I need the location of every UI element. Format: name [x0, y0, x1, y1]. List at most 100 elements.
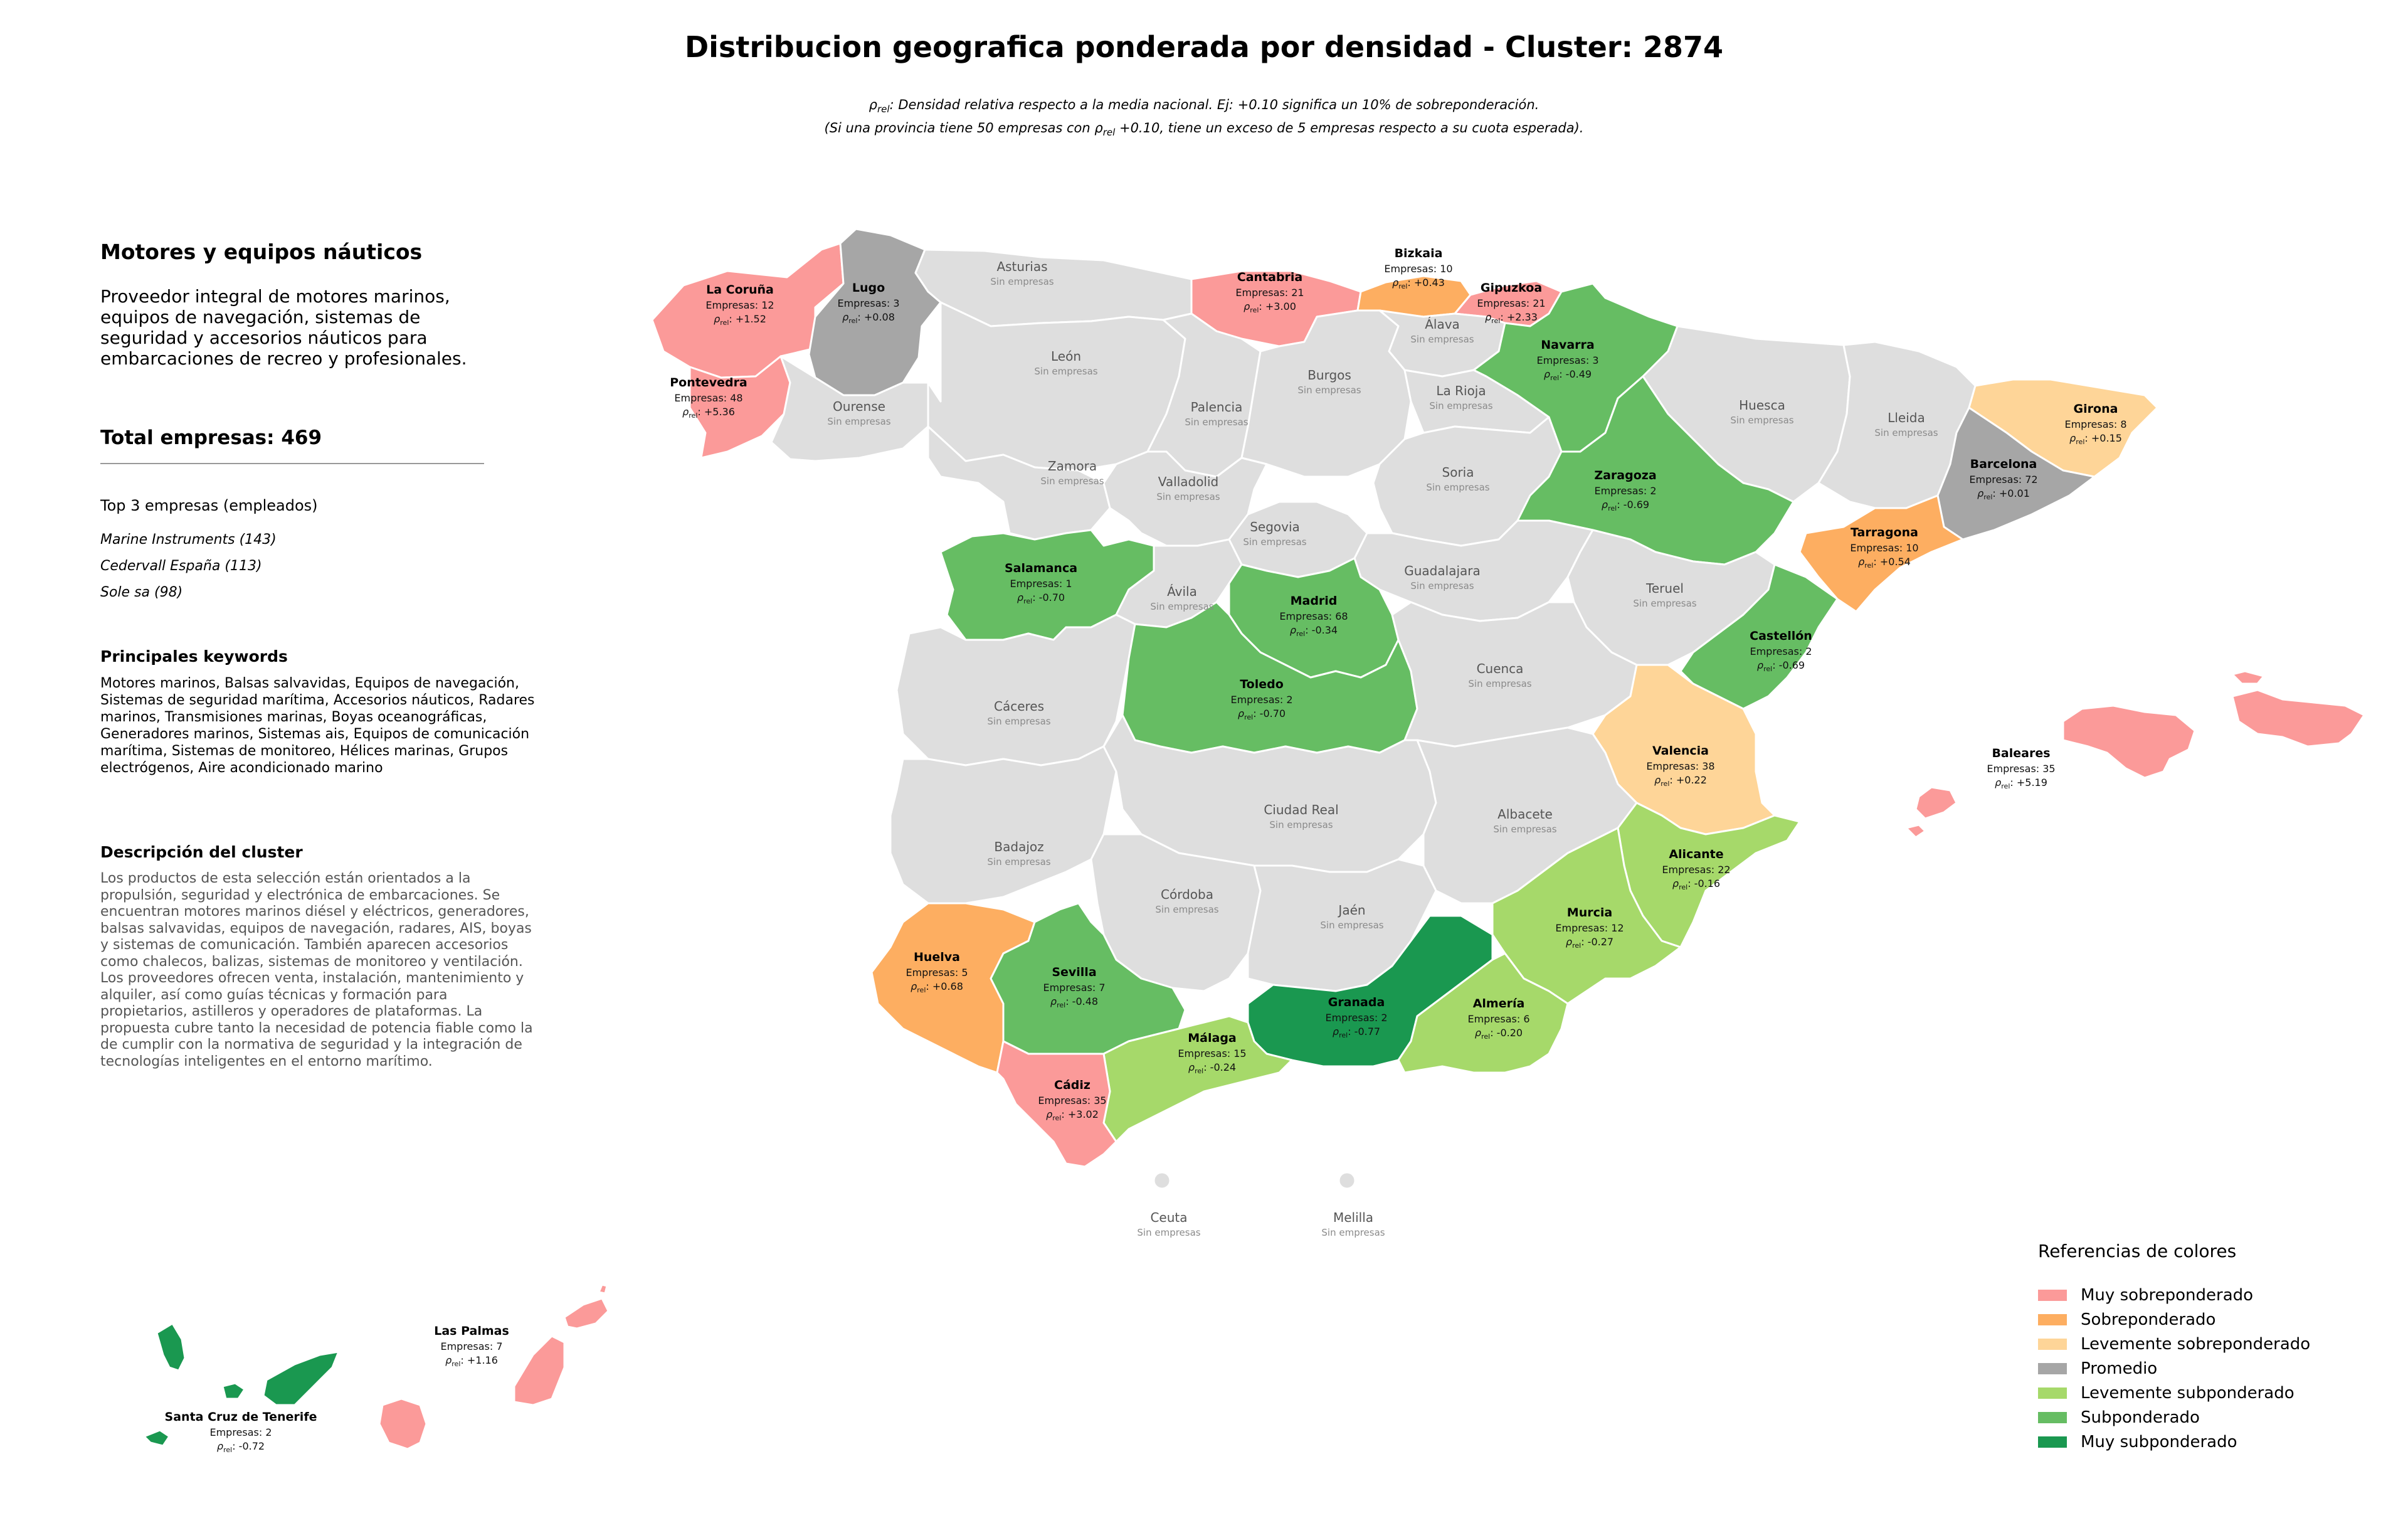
province-barcelona	[1936, 406, 2096, 541]
province-label-teruel: Teruel Sin empresas	[1633, 581, 1696, 609]
cluster-name: Motores y equipos náuticos	[100, 240, 423, 264]
province-count: Empresas: 1	[1010, 578, 1072, 590]
province-leon	[927, 301, 1186, 472]
province-name: Girona	[2074, 402, 2118, 416]
province-name: Álava	[1425, 317, 1460, 332]
province-rho: ρrel: +0.68	[911, 980, 963, 994]
keywords-text: Motores marinos, Balsas salvavidas, Equi…	[100, 676, 535, 776]
province-name: La Coruña	[706, 283, 774, 297]
province-name: Huelva	[914, 950, 960, 964]
province-rho: ρrel: +0.54	[1858, 556, 1911, 570]
province-rho: ρrel: -0.49	[1544, 368, 1592, 382]
province-name: Málaga	[1188, 1031, 1236, 1045]
province-name: Santa Cruz de Tenerife	[165, 1410, 317, 1424]
province-santa-cruz	[143, 1429, 171, 1447]
province-name: Madrid	[1291, 594, 1338, 608]
province-status: Sin empresas	[1185, 416, 1248, 428]
province-melilla	[1338, 1171, 1356, 1190]
province-count: Empresas: 12	[705, 299, 774, 311]
legend-label: Levemente sobreponderado	[2081, 1334, 2311, 1354]
legend-item: Sobreponderado	[2038, 1307, 2389, 1332]
province-count: Empresas: 48	[674, 392, 742, 404]
province-rho: ρrel: +2.33	[1485, 311, 1538, 325]
province-name: Córdoba	[1161, 887, 1213, 902]
province-status: Sin empresas	[1156, 491, 1220, 502]
province-las-palmas	[598, 1283, 608, 1295]
province-rho: ρrel: +3.02	[1046, 1108, 1099, 1122]
province-rho: ρrel: +0.08	[842, 311, 895, 325]
province-rho: ρrel: +0.43	[1392, 277, 1445, 290]
province-rho: ρrel: +0.22	[1654, 774, 1707, 788]
province-status: Sin empresas	[1321, 1227, 1385, 1238]
province-name: Cantabria	[1237, 270, 1303, 284]
province-count: Empresas: 2	[209, 1426, 272, 1438]
legend-swatch	[2038, 1313, 2067, 1325]
province-label-girona: Girona Empresas: 8 ρrel: +0.15	[2064, 402, 2126, 446]
legend-item: Levemente sobreponderado	[2038, 1332, 2389, 1356]
province-label-bizkaia: Bizkaia Empresas: 10 ρrel: +0.43	[1384, 247, 1452, 290]
legend-swatch	[2038, 1338, 2067, 1350]
province-name: Alicante	[1669, 847, 1723, 861]
province-count: Empresas: 5	[906, 967, 968, 979]
province-name: Zaragoza	[1594, 469, 1656, 482]
province-name: Las Palmas	[434, 1324, 509, 1338]
province-status: Sin empresas	[1155, 904, 1218, 915]
province-count: Empresas: 3	[837, 297, 899, 309]
subtitle-line-1: ρrel: Densidad relativa respecto a la me…	[869, 97, 1539, 115]
province-santa-cruz	[262, 1350, 340, 1406]
province-label-ciudad-real: Ciudad Real Sin empresas	[1264, 802, 1338, 830]
province-cadiz	[996, 1040, 1117, 1168]
province-label-malaga: Málaga Empresas: 15 ρrel: -0.24	[1178, 1031, 1246, 1075]
province-las-palmas	[563, 1297, 610, 1330]
province-status: Sin empresas	[1320, 920, 1383, 931]
province-name: Burgos	[1307, 368, 1351, 383]
province-name: Baleares	[1992, 746, 2050, 760]
map-subtitle: ρrel: Densidad relativa respecto a la me…	[0, 95, 2408, 142]
province-label-baleares: Baleares Empresas: 35 ρrel: +5.19	[1987, 746, 2055, 790]
province-rho: ρrel: -0.16	[1672, 878, 1720, 891]
province-name: León	[1051, 349, 1081, 364]
province-status: Sin empresas	[1874, 427, 1938, 438]
province-label-pontevedra: Pontevedra Empresas: 48 ρrel: +5.36	[670, 376, 747, 420]
province-count: Empresas: 21	[1477, 297, 1545, 309]
province-count: Empresas: 8	[2064, 418, 2126, 430]
legend-item: Muy subponderado	[2038, 1430, 2389, 1454]
province-status: Sin empresas	[1730, 415, 1793, 426]
province-name: Barcelona	[1970, 457, 2037, 471]
province-name: Valladolid	[1158, 474, 1219, 489]
province-count: Empresas: 22	[1662, 864, 1730, 876]
province-label-navarra: Navarra Empresas: 3 ρrel: -0.49	[1536, 338, 1598, 382]
province-name: Bizkaia	[1395, 247, 1443, 260]
province-rho: ρrel: -0.72	[217, 1440, 265, 1454]
province-label-caceres: Cáceres Sin empresas	[987, 699, 1050, 727]
province-name: Sevilla	[1052, 965, 1096, 979]
legend-label: Subponderado	[2081, 1408, 2200, 1427]
province-rho: ρrel: -0.20	[1475, 1027, 1523, 1041]
province-label-alava: Álava Sin empresas	[1410, 317, 1474, 345]
province-rho: ρrel: +1.52	[714, 313, 766, 327]
province-label-jaen: Jaén Sin empresas	[1320, 903, 1383, 931]
province-count: Empresas: 10	[1384, 263, 1452, 275]
province-count: Empresas: 35	[1038, 1095, 1106, 1106]
province-name: Huesca	[1739, 398, 1785, 413]
legend-item: Promedio	[2038, 1356, 2389, 1381]
subtitle-line-2: (Si una provincia tiene 50 empresas con …	[824, 120, 1584, 139]
total-companies: Total empresas: 469	[100, 427, 322, 449]
province-name: Albacete	[1497, 807, 1553, 822]
legend-title: Referencias de colores	[2038, 1241, 2237, 1261]
cluster-short-description: Proveedor integral de motores marinos, e…	[100, 286, 467, 369]
province-label-la-coruna: La Coruña Empresas: 12 ρrel: +1.52	[705, 283, 774, 327]
province-rho: ρrel: -0.69	[1602, 499, 1649, 512]
province-rho: ρrel: +3.00	[1244, 300, 1296, 314]
keywords-title: Principales keywords	[100, 647, 288, 666]
province-name: Melilla	[1333, 1210, 1373, 1225]
province-status: Sin empresas	[1243, 536, 1306, 548]
province-count: Empresas: 3	[1536, 354, 1598, 366]
legend-item: Subponderado	[2038, 1405, 2389, 1430]
province-label-soria: Soria Sin empresas	[1426, 465, 1489, 493]
province-label-murcia: Murcia Empresas: 12 ρrel: -0.27	[1555, 906, 1624, 950]
province-label-huesca: Huesca Sin empresas	[1730, 398, 1793, 426]
legend-label: Sobreponderado	[2081, 1310, 2216, 1329]
province-label-guadalajara: Guadalajara Sin empresas	[1404, 563, 1480, 592]
